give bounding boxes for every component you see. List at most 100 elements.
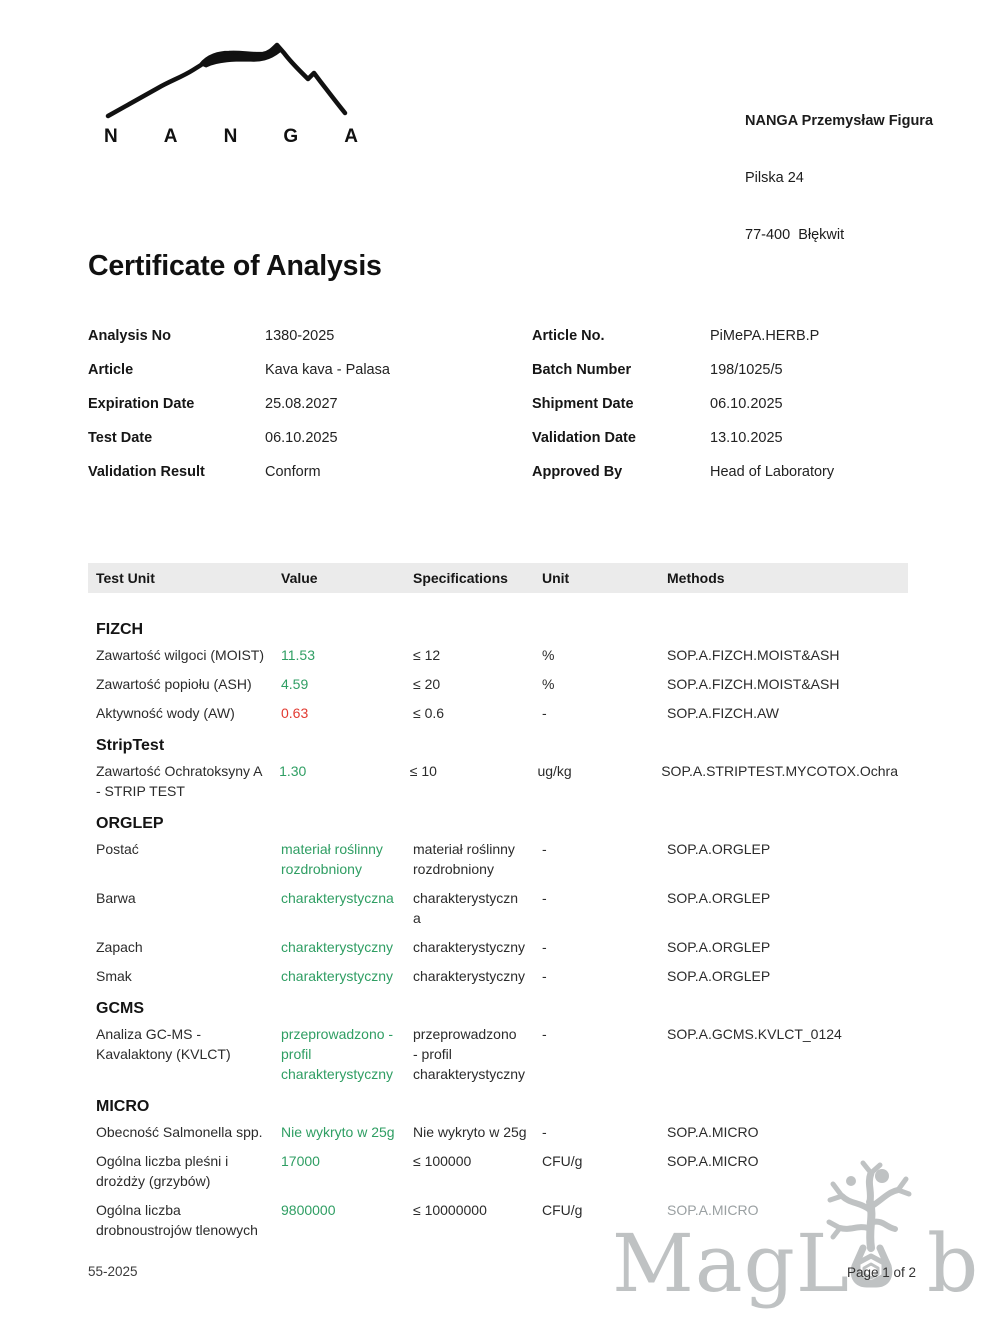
document-number: 55-2025 [88, 1264, 138, 1279]
meta-label: Test Date [88, 430, 153, 446]
table-row: Obecność Salmonella spp. Nie wykryto w 2… [88, 1119, 908, 1148]
meta-value: Kava kava - Palasa [265, 362, 390, 378]
analysis-meta-grid: Analysis No 1380-2025 Article No. PiMePA… [88, 326, 908, 483]
cell-test-unit: Barwa [96, 890, 136, 906]
meta-value: Head of Laboratory [710, 464, 835, 480]
meta-value: 1380-2025 [265, 328, 335, 344]
cell-method: SOP.A.MICRO [667, 1124, 759, 1140]
cell-method: SOP.A.ORGLEP [667, 968, 771, 984]
cell-unit: - [542, 968, 547, 984]
cell-method: SOP.A.ORGLEP [667, 841, 771, 857]
cell-specification: charakterystyczn a [413, 890, 519, 926]
table-row: Postać materiał roślinny rozdrobniony ma… [88, 836, 908, 885]
cell-unit: CFU/g [542, 1202, 583, 1218]
cell-unit: % [542, 647, 555, 663]
meta-label: Approved By [532, 464, 623, 480]
cell-method: SOP.A.ORGLEP [667, 939, 771, 955]
meta-value: 198/1025/5 [710, 362, 783, 378]
meta-label: Article No. [532, 328, 605, 344]
table-row: Zawartość Ochratoksyny A - STRIP TEST 1.… [88, 758, 908, 807]
header-specifications: Specifications [413, 570, 508, 586]
cell-value: 9800000 [281, 1202, 336, 1218]
cell-value: materiał roślinny rozdrobniony [281, 841, 383, 877]
cell-test-unit: Postać [96, 841, 139, 857]
cell-test-unit: Zawartość popiołu (ASH) [96, 676, 252, 692]
section-title-striptest: StripTest [96, 737, 165, 754]
cell-test-unit: Obecność Salmonella spp. [96, 1124, 263, 1140]
cell-method: SOP.A.FIZCH.MOIST&ASH [667, 647, 840, 663]
cell-method: SOP.A.GCMS.KVLCT_0124 [667, 1026, 842, 1042]
cell-specification: ≤ 0.6 [413, 705, 445, 721]
meta-label: Validation Result [88, 464, 205, 480]
cell-value: 1.30 [279, 763, 307, 779]
meta-label: Validation Date [532, 430, 636, 446]
table-row: Analiza GC-MS - Kavalaktony (KVLCT) prze… [88, 1021, 908, 1090]
cell-value: charakterystyczny [281, 939, 394, 955]
cell-specification: ≤ 10 [409, 763, 437, 779]
meta-label: Analysis No [88, 328, 171, 344]
cell-specification: ≤ 10000000 [413, 1202, 487, 1218]
cell-value: 0.63 [281, 705, 309, 721]
cell-specification: ≤ 20 [413, 676, 441, 692]
validation-result-value: Conform [265, 464, 321, 480]
table-header-row: Test Unit Value Specifications Unit Meth… [88, 563, 908, 593]
cell-specification: charakterystyczny [413, 939, 526, 955]
header-test-unit: Test Unit [96, 570, 155, 586]
cell-unit: - [542, 705, 547, 721]
nanga-logo: N A N G A [100, 42, 362, 148]
section-title-micro: MICRO [96, 1098, 150, 1115]
cell-specification: ≤ 100000 [413, 1153, 472, 1169]
cell-unit: - [542, 841, 547, 857]
cell-unit: - [542, 1124, 547, 1140]
cell-test-unit: Zawartość wilgoci (MOIST) [96, 647, 265, 663]
cell-unit: - [542, 939, 547, 955]
meta-label: Expiration Date [88, 396, 195, 412]
cell-specification: ≤ 12 [413, 647, 441, 663]
logo-letter: A [163, 126, 178, 147]
section-title-orglep: ORGLEP [96, 815, 164, 832]
cell-test-unit: Aktywność wody (AW) [96, 705, 235, 721]
cell-method: SOP.A.FIZCH.AW [667, 705, 780, 721]
table-row: Zapach charakterystyczny charakterystycz… [88, 934, 908, 963]
meta-value: 06.10.2025 [710, 396, 783, 412]
page-indicator: Page 1 of 2 [846, 1265, 916, 1280]
meta-value: 06.10.2025 [265, 430, 338, 446]
cell-unit: ug/kg [537, 763, 572, 779]
table-row: Aktywność wody (AW) 0.63 ≤ 0.6 - SOP.A.F… [88, 700, 908, 729]
cell-method: SOP.A.STRIPTEST.MYCOTOX.Ochra [661, 763, 898, 779]
cell-test-unit: Ogólna liczba pleśni i drożdży (grzybów) [96, 1153, 229, 1189]
cell-value: Nie wykryto w 25g [281, 1124, 395, 1140]
table-row: Smak charakterystyczny charakterystyczny… [88, 963, 908, 992]
meta-value: 25.08.2027 [265, 396, 338, 412]
company-name: NANGA Przemysław Figura [745, 113, 934, 129]
cell-specification: Nie wykryto w 25g [413, 1124, 527, 1140]
cell-value: 11.53 [281, 647, 315, 663]
cell-unit: CFU/g [542, 1153, 583, 1169]
section-title-gcms: GCMS [96, 1000, 144, 1017]
cell-unit: % [542, 676, 555, 692]
meta-label: Shipment Date [532, 396, 634, 412]
logo-wordmark: N A N G A [100, 126, 362, 148]
table-row: Zawartość wilgoci (MOIST) 11.53 ≤ 12 % S… [88, 642, 908, 671]
cell-value: przeprowadzono - profil charakterystyczn… [281, 1026, 394, 1082]
cell-specification: materiał roślinny rozdrobniony [413, 841, 515, 877]
cell-value: 17000 [281, 1153, 320, 1169]
meta-label: Article [88, 362, 134, 378]
cell-method: SOP.A.MICRO [667, 1202, 759, 1218]
cell-test-unit: Ogólna liczba drobnoustrojów tlenowych [96, 1202, 258, 1238]
cell-test-unit: Smak [96, 968, 132, 984]
header-unit: Unit [542, 570, 570, 586]
cell-value: charakterystyczna [281, 890, 394, 906]
logo-letter: A [344, 126, 358, 147]
cell-value: 4.59 [281, 676, 309, 692]
cell-test-unit: Zawartość Ochratoksyny A - STRIP TEST [96, 763, 263, 799]
cell-method: SOP.A.ORGLEP [667, 890, 771, 906]
company-street: Pilska 24 [745, 170, 804, 186]
company-city: 77-400 Błękwit [745, 227, 845, 243]
logo-letter: G [283, 126, 299, 147]
header-value: Value [281, 570, 318, 586]
cell-unit: - [542, 1026, 547, 1042]
mountain-ridge-icon [105, 42, 348, 119]
cell-method: SOP.A.MICRO [667, 1153, 759, 1169]
table-row: Zawartość popiołu (ASH) 4.59 ≤ 20 % SOP.… [88, 671, 908, 700]
